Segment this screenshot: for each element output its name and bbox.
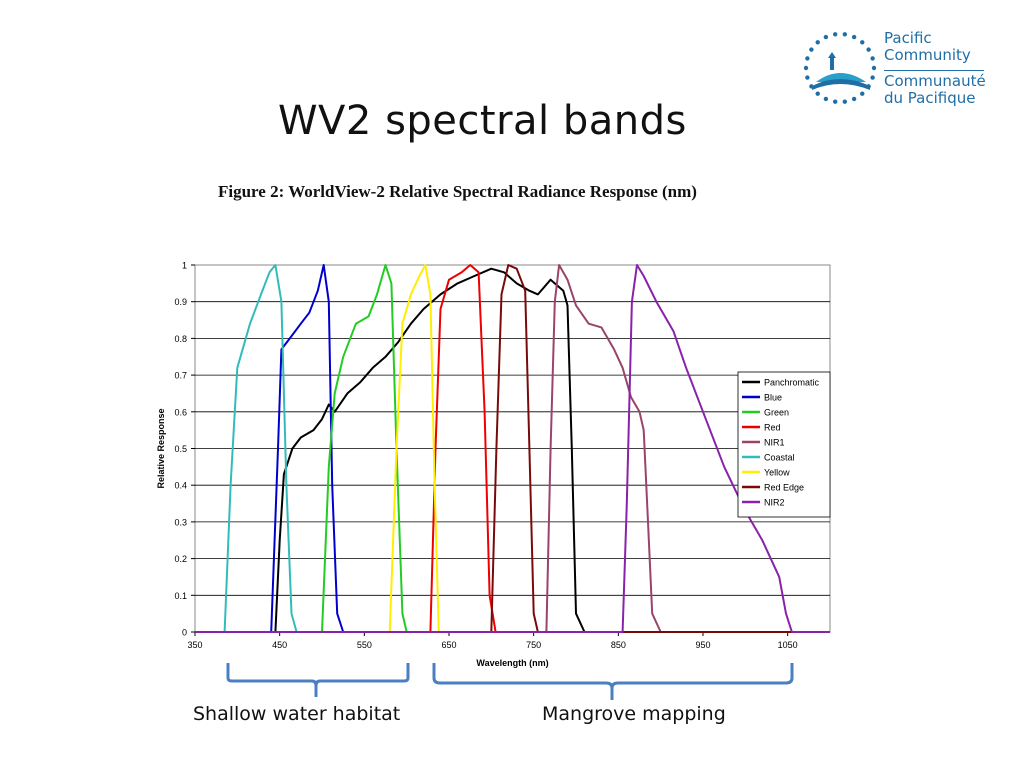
x-tick-label: 550 [357, 640, 372, 650]
logo-star [832, 99, 838, 104]
y-tick-label: 0.1 [174, 591, 187, 601]
logo-emblem [803, 32, 877, 104]
logo-star [842, 99, 848, 104]
logo-star [842, 32, 848, 37]
x-tick-label: 950 [695, 640, 710, 650]
logo-star [809, 47, 814, 52]
logo-star [851, 96, 857, 102]
y-tick-label: 0.4 [174, 481, 187, 491]
series-line-coastal [195, 264, 830, 633]
legend-label: NIR1 [764, 438, 785, 448]
logo-line-2: Community [884, 46, 971, 64]
logo-star [815, 40, 820, 45]
logo-star [871, 65, 877, 71]
x-tick-label: 1050 [778, 640, 798, 650]
logo-wave-2 [812, 79, 870, 90]
x-tick-label: 450 [272, 640, 287, 650]
logo-line-4: du Pacifique [884, 89, 976, 107]
legend-label: Blue [764, 393, 782, 403]
logo-star [870, 56, 875, 61]
logo-star [851, 34, 857, 40]
legend-label: Red [764, 423, 781, 433]
logo-text-en: Pacific Community [884, 30, 971, 64]
logo-star [866, 47, 871, 52]
series-line-red-edge [195, 264, 830, 633]
y-tick-label: 0.8 [174, 334, 187, 344]
pacific-community-logo: Pacific Community Communauté du Pacifiqu… [800, 28, 1000, 110]
y-tick-label: 0.5 [174, 444, 187, 454]
logo-star [805, 75, 810, 80]
x-tick-label: 650 [441, 640, 456, 650]
series-line-nir2 [195, 264, 830, 633]
logo-star [870, 75, 875, 80]
y-tick-label: 0.6 [174, 407, 187, 417]
series-line-green [195, 264, 830, 633]
x-tick-label: 350 [187, 640, 202, 650]
logo-line-1: Pacific [884, 29, 932, 47]
logo-star [823, 96, 829, 102]
legend-label: Panchromatic [764, 378, 820, 388]
legend-label: Green [764, 408, 789, 418]
logo-text-fr: Communauté du Pacifique [884, 73, 986, 107]
y-tick-label: 0.9 [174, 297, 187, 307]
y-axis-label: Relative Response [156, 408, 166, 488]
logo-divider [884, 70, 984, 71]
legend-label: Yellow [764, 468, 790, 478]
y-tick-label: 0.2 [174, 554, 187, 564]
logo-wave [816, 73, 866, 82]
series-line-yellow [195, 264, 830, 633]
series-line-nir1 [195, 264, 830, 633]
logo-star [832, 32, 838, 37]
logo-star [803, 65, 809, 71]
legend-label: NIR2 [764, 498, 785, 508]
slide-title: WV2 spectral bands [278, 98, 687, 144]
y-tick-label: 0.7 [174, 371, 187, 381]
logo-star [860, 91, 865, 96]
logo-star [823, 34, 829, 40]
y-tick-label: 0.3 [174, 517, 187, 527]
legend-label: Red Edge [764, 483, 804, 493]
mangrove-label: Mangrove mapping [542, 703, 726, 725]
logo-line-3: Communauté [884, 72, 986, 90]
logo-star [805, 56, 810, 61]
x-axis-label: Wavelength (nm) [476, 658, 548, 668]
figure-caption: Figure 2: WorldView-2 Relative Spectral … [218, 182, 697, 201]
spectral-response-chart: 0 0.1 0.2 0.3 0.4 0.5 0.6 0.7 0.8 0.9 1 350 450 550 65… [156, 261, 831, 668]
logo-star [860, 40, 865, 45]
x-tick-label: 750 [526, 640, 541, 650]
palm-icon [828, 52, 836, 70]
legend-label: Coastal [764, 453, 795, 463]
y-tick-label: 0 [182, 628, 187, 638]
shallow-water-label: Shallow water habitat [193, 703, 401, 725]
y-tick-label: 1 [182, 261, 187, 271]
series-line-panchromatic [195, 267, 830, 633]
logo-star [815, 91, 820, 96]
series-line-blue [195, 264, 830, 633]
x-tick-label: 850 [611, 640, 626, 650]
